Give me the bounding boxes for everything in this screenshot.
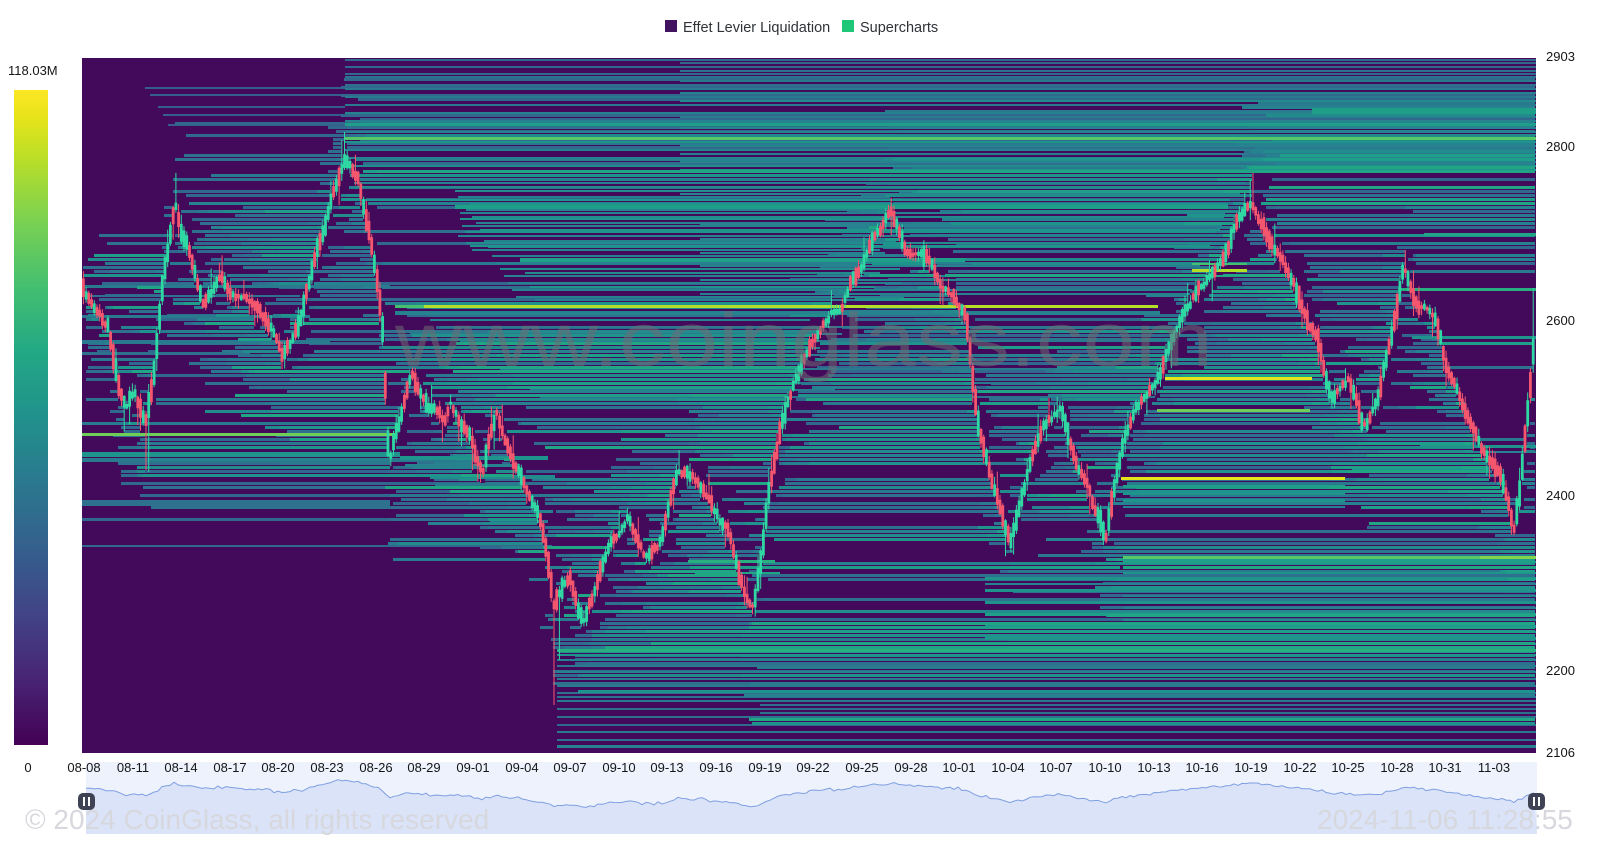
svg-text:08-11: 08-11 (117, 760, 149, 775)
svg-text:2024-11-06 11:28:55: 2024-11-06 11:28:55 (1317, 804, 1573, 835)
svg-text:09-25: 09-25 (845, 760, 878, 775)
svg-text:Supercharts: Supercharts (860, 20, 938, 36)
svg-text:10-01: 10-01 (942, 760, 975, 775)
svg-text:Effet Levier Liquidation: Effet Levier Liquidation (683, 20, 830, 36)
svg-text:2400: 2400 (1546, 488, 1575, 503)
svg-text:09-22: 09-22 (796, 760, 829, 775)
svg-text:08-20: 08-20 (261, 760, 294, 775)
svg-text:11-03: 11-03 (1478, 760, 1510, 775)
svg-text:2200: 2200 (1546, 663, 1575, 678)
svg-text:2106: 2106 (1546, 745, 1575, 760)
svg-text:09-04: 09-04 (505, 760, 538, 775)
svg-text:08-14: 08-14 (164, 760, 197, 775)
svg-text:08-08: 08-08 (67, 760, 100, 775)
svg-text:10-28: 10-28 (1380, 760, 1413, 775)
svg-text:09-16: 09-16 (699, 760, 732, 775)
svg-text:09-01: 09-01 (456, 760, 489, 775)
svg-text:08-29: 08-29 (407, 760, 440, 775)
svg-text:10-13: 10-13 (1137, 760, 1170, 775)
svg-text:08-26: 08-26 (359, 760, 392, 775)
svg-text:© 2024 CoinGlass, all rights r: © 2024 CoinGlass, all rights reserved (25, 804, 489, 835)
svg-text:09-13: 09-13 (650, 760, 683, 775)
svg-text:10-22: 10-22 (1283, 760, 1316, 775)
svg-text:2600: 2600 (1546, 313, 1575, 328)
svg-text:09-19: 09-19 (748, 760, 781, 775)
svg-text:10-07: 10-07 (1039, 760, 1072, 775)
svg-text:09-07: 09-07 (553, 760, 586, 775)
svg-text:10-25: 10-25 (1331, 760, 1364, 775)
svg-text:118.03M: 118.03M (8, 63, 58, 78)
svg-text:2903: 2903 (1546, 49, 1575, 64)
svg-text:www.coinglass.com: www.coinglass.com (394, 298, 1213, 383)
svg-text:0: 0 (24, 760, 31, 775)
svg-text:08-17: 08-17 (213, 760, 246, 775)
svg-text:10-16: 10-16 (1185, 760, 1218, 775)
svg-text:10-10: 10-10 (1088, 760, 1121, 775)
svg-text:2800: 2800 (1546, 139, 1575, 154)
svg-text:10-19: 10-19 (1234, 760, 1267, 775)
svg-text:10-04: 10-04 (991, 760, 1024, 775)
svg-text:10-31: 10-31 (1428, 760, 1461, 775)
svg-text:09-28: 09-28 (894, 760, 927, 775)
svg-text:08-23: 08-23 (310, 760, 343, 775)
svg-text:09-10: 09-10 (602, 760, 635, 775)
